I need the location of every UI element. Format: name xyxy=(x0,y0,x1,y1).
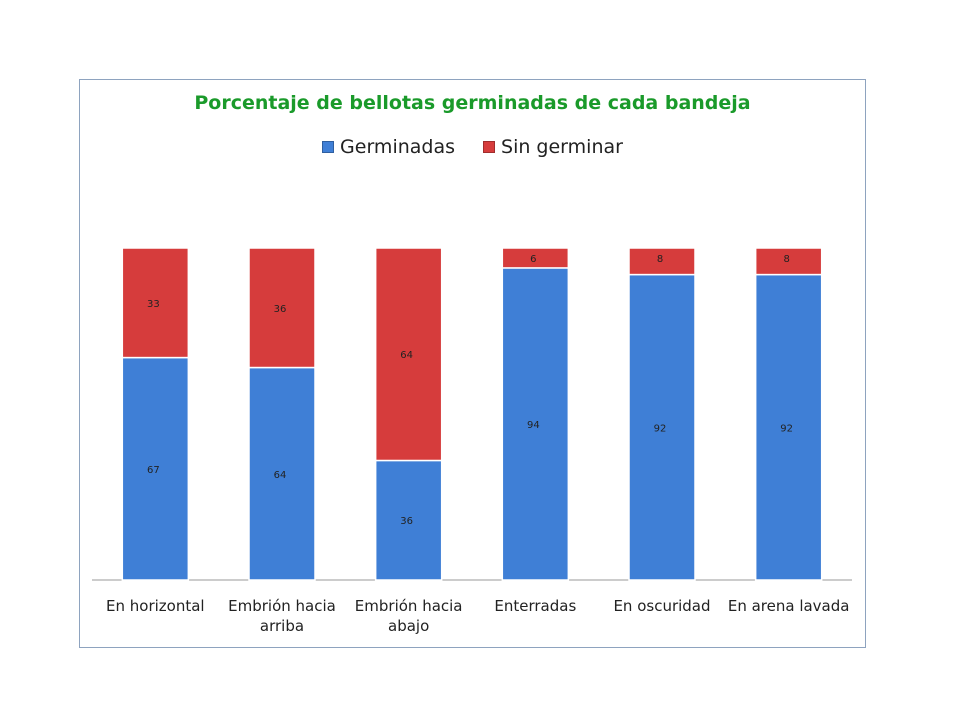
data-label-1-4: 8 xyxy=(657,254,663,265)
bar-shade-1-4 xyxy=(630,249,694,274)
bar-shade-1-2 xyxy=(376,249,441,460)
legend-item-sin-germinar: Sin germinar xyxy=(483,136,623,158)
data-label-1-5: 8 xyxy=(783,254,789,265)
bar-shade-0-3 xyxy=(503,268,568,579)
bar-shade-0-0 xyxy=(123,358,188,579)
x-tick-label: En arena lavada xyxy=(727,597,850,615)
bar-shade-1-1 xyxy=(250,249,314,367)
plot-area: 67 33 64 36 36 64 94 6 92 8 92 8 xyxy=(92,247,852,581)
bar-shade-0-5 xyxy=(756,275,821,579)
x-tick-label: Embrión hacia arriba xyxy=(228,597,336,635)
data-label-0-0: 67 xyxy=(147,465,160,476)
data-label-0-1: 64 xyxy=(274,470,287,481)
legend-item-germinadas: Germinadas xyxy=(322,136,455,158)
bar-shade-1-5 xyxy=(756,249,821,274)
data-label-0-4: 92 xyxy=(654,423,667,434)
bar-shade-0-4 xyxy=(630,275,694,579)
data-label-0-3: 94 xyxy=(527,420,540,431)
chart-frame: Porcentaje de bellotas germinadas de cad… xyxy=(79,79,866,648)
legend-label-sin-germinar: Sin germinar xyxy=(501,136,623,158)
data-label-1-2: 64 xyxy=(400,350,413,361)
legend-swatch-germinadas xyxy=(322,141,335,153)
chart-title: Porcentaje de bellotas germinadas de cad… xyxy=(194,92,751,114)
data-label-0-5: 92 xyxy=(780,423,793,434)
bar-shade-1-3 xyxy=(503,249,568,267)
x-tick-label: Enterradas xyxy=(494,597,577,615)
legend-swatch-sin-germinar xyxy=(483,141,496,153)
x-tick-label: En horizontal xyxy=(106,597,205,615)
x-tick-label: Embrión hacia abajo xyxy=(354,597,463,635)
bar-shade-0-2 xyxy=(376,461,441,579)
bar-shade-0-1 xyxy=(250,368,314,579)
x-tick-label: En oscuridad xyxy=(613,597,711,615)
legend: Germinadas Sin germinar xyxy=(80,136,865,158)
data-label-1-0: 33 xyxy=(147,299,160,310)
legend-label-germinadas: Germinadas xyxy=(340,136,456,158)
bar-shade-1-0 xyxy=(123,249,188,357)
data-label-1-1: 36 xyxy=(274,304,287,315)
data-label-1-3: 6 xyxy=(530,254,536,265)
data-label-0-2: 36 xyxy=(400,516,413,527)
